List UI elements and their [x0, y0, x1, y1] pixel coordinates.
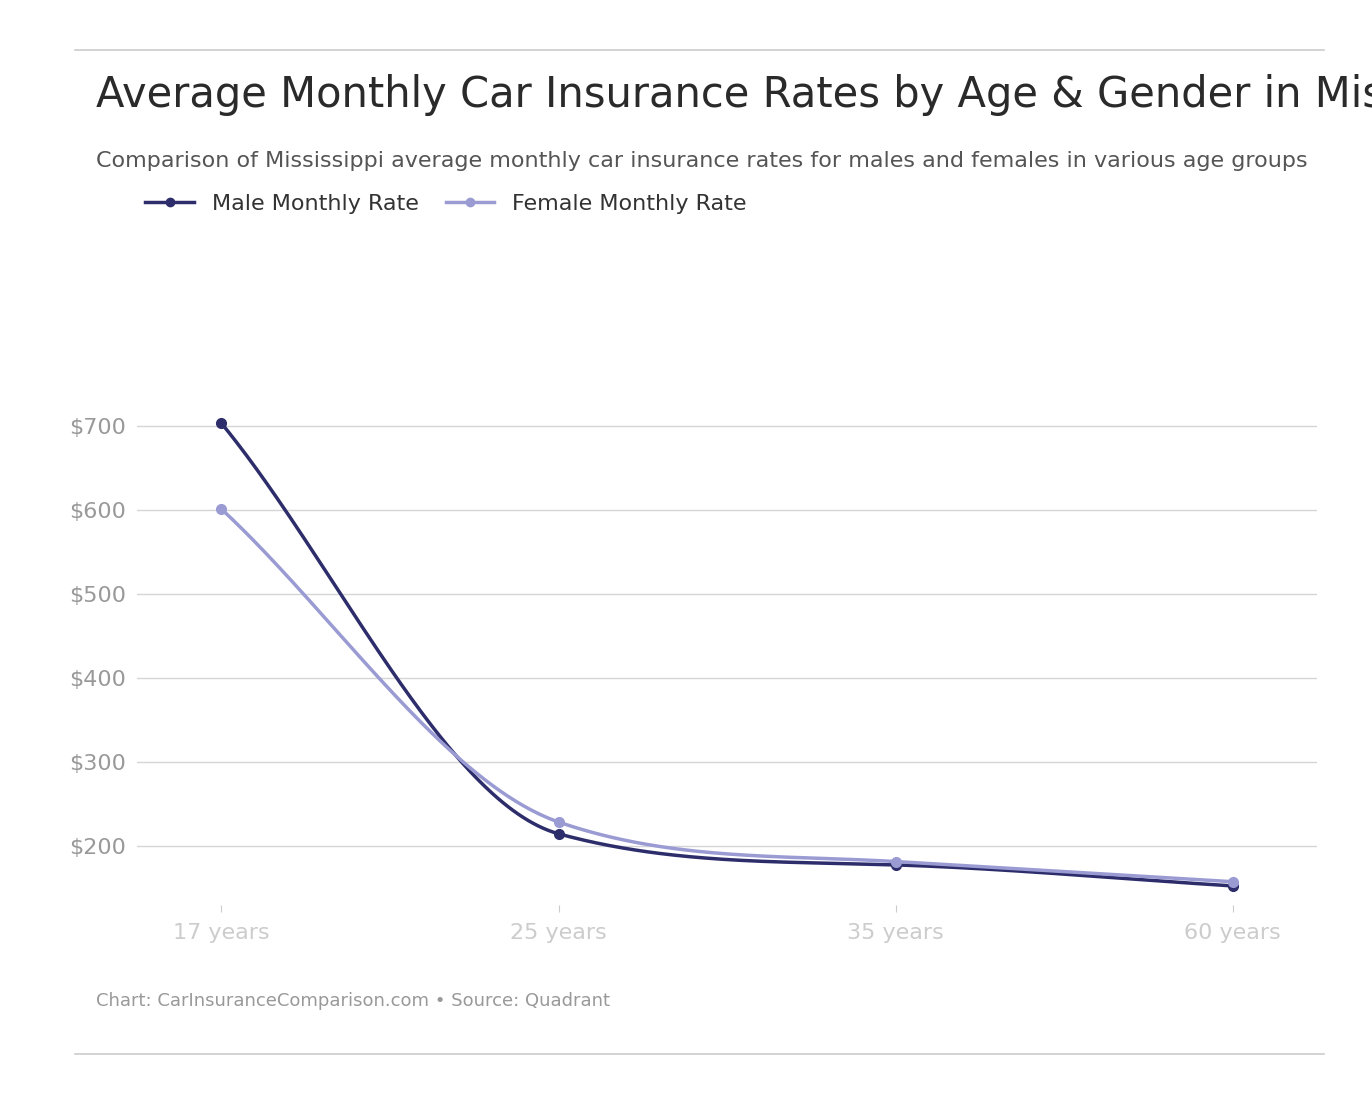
Legend: Male Monthly Rate, Female Monthly Rate: Male Monthly Rate, Female Monthly Rate: [136, 185, 756, 223]
Text: Average Monthly Car Insurance Rates by Age & Gender in Mississippi: Average Monthly Car Insurance Rates by A…: [96, 74, 1372, 116]
Text: Comparison of Mississippi average monthly car insurance rates for males and fema: Comparison of Mississippi average monthl…: [96, 151, 1308, 171]
Text: Chart: CarInsuranceComparison.com • Source: Quadrant: Chart: CarInsuranceComparison.com • Sour…: [96, 992, 611, 1010]
